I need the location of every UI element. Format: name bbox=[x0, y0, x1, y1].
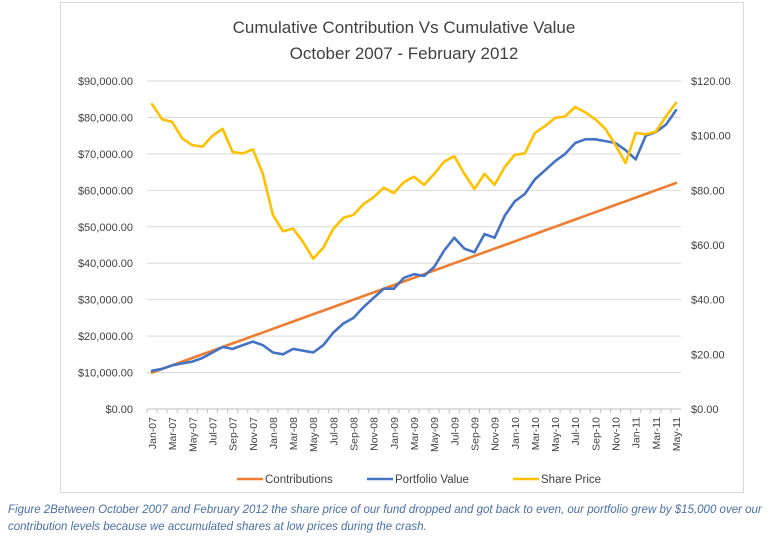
chart-container: Cumulative Contribution Vs Cumulative Va… bbox=[60, 2, 744, 493]
series-layer bbox=[150, 101, 678, 374]
figure-caption: Figure 2Between October 2007 and Februar… bbox=[8, 504, 762, 533]
x-tick-label: Jul-09 bbox=[449, 417, 461, 446]
right-y-tick-label: $120.00 bbox=[691, 76, 731, 88]
x-tick-label: Sep-07 bbox=[228, 417, 240, 451]
x-tick-label: May-08 bbox=[308, 417, 320, 452]
x-tick-label: Jan-11 bbox=[631, 417, 643, 448]
left-y-tick-label: $0.00 bbox=[105, 404, 133, 416]
x-tick-label: Mar-09 bbox=[409, 417, 421, 450]
x-tick-label: Sep-10 bbox=[590, 417, 602, 451]
line-chart: Cumulative Contribution Vs Cumulative Va… bbox=[78, 18, 731, 486]
x-tick-label: Mar-10 bbox=[530, 417, 542, 450]
x-tick-label: Sep-09 bbox=[469, 417, 481, 451]
left-y-tick-label: $10,000.00 bbox=[78, 368, 133, 380]
chart-title: Cumulative Contribution Vs Cumulative Va… bbox=[233, 18, 576, 37]
left-y-tick-label: $80,000.00 bbox=[78, 112, 133, 124]
x-tick-label: May-07 bbox=[187, 417, 199, 452]
chart-subtitle: October 2007 - February 2012 bbox=[290, 44, 519, 63]
gridlines bbox=[147, 80, 681, 410]
x-tick-label: Mar-08 bbox=[288, 417, 300, 450]
legend-label: Share Price bbox=[541, 474, 601, 486]
right-y-axis: $0.00 $20.00 $40.00 $60.00 $80.00 $100.00 $120… bbox=[691, 76, 731, 416]
right-y-tick-label: $60.00 bbox=[691, 240, 725, 252]
left-y-tick-label: $50,000.00 bbox=[78, 222, 133, 234]
legend: Contributions Portfolio Value Share Price bbox=[237, 474, 601, 486]
x-tick-label: Nov-08 bbox=[369, 417, 381, 451]
series-line-contributions bbox=[150, 181, 678, 374]
x-tick-label: May-09 bbox=[429, 417, 441, 452]
right-y-tick-label: $20.00 bbox=[691, 349, 725, 361]
x-tick-label: Mar-07 bbox=[167, 417, 179, 450]
left-y-tick-label: $70,000.00 bbox=[78, 149, 133, 161]
x-tick-label: Jan-10 bbox=[510, 417, 522, 449]
left-y-tick-label: $30,000.00 bbox=[78, 295, 133, 307]
x-tick-label: Sep-08 bbox=[349, 417, 361, 451]
legend-label: Contributions bbox=[265, 474, 333, 486]
x-axis: Jan-07 Mar-07 May-07 Jul-07 Sep-07 Nov-07 Jan-… bbox=[146, 408, 683, 452]
x-tick-label: Nov-07 bbox=[248, 417, 260, 451]
left-y-tick-label: $60,000.00 bbox=[78, 185, 133, 197]
right-y-tick-label: $40.00 bbox=[691, 295, 725, 307]
right-y-tick-label: $100.00 bbox=[691, 131, 731, 143]
x-tick-label: Jul-07 bbox=[207, 417, 219, 446]
left-y-tick-label: $20,000.00 bbox=[78, 331, 133, 343]
x-tick-label: Jan-09 bbox=[389, 417, 401, 449]
x-tick-label: Nov-10 bbox=[611, 417, 623, 451]
x-tick-label: Nov-09 bbox=[490, 417, 502, 451]
left-y-tick-label: $90,000.00 bbox=[78, 76, 133, 88]
left-y-axis: $0.00 $10,000.00 $20,000.00 $30,000.00 $40,0… bbox=[78, 76, 133, 416]
left-y-tick-label: $40,000.00 bbox=[78, 258, 133, 270]
x-tick-label: Jan-08 bbox=[268, 417, 280, 449]
right-y-tick-label: $80.00 bbox=[691, 185, 725, 197]
series-line-portfolio-value bbox=[150, 108, 678, 373]
right-y-tick-label: $0.00 bbox=[691, 404, 719, 416]
x-tick-label: Mar-11 bbox=[651, 417, 663, 450]
legend-label: Portfolio Value bbox=[395, 474, 469, 486]
x-tick-label: Jul-08 bbox=[328, 417, 340, 446]
series-line-share-price bbox=[150, 101, 678, 260]
x-tick-label: May-11 bbox=[671, 417, 683, 451]
x-tick-label: Jul-10 bbox=[570, 417, 582, 446]
x-tick-label: May-10 bbox=[550, 417, 562, 452]
x-tick-label: Jan-07 bbox=[147, 417, 159, 449]
